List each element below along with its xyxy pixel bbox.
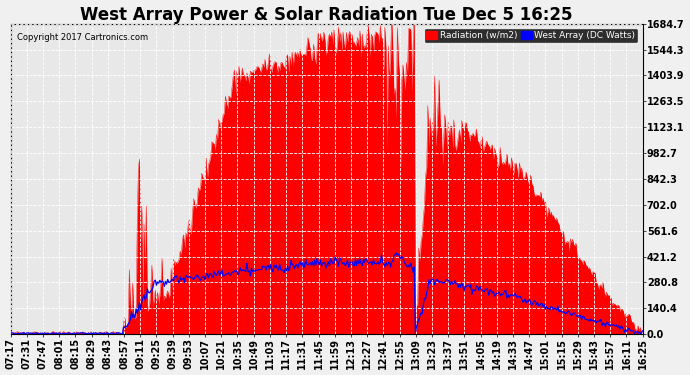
Legend: Radiation (w/m2), West Array (DC Watts): Radiation (w/m2), West Array (DC Watts): [424, 28, 638, 43]
Text: Copyright 2017 Cartronics.com: Copyright 2017 Cartronics.com: [17, 33, 148, 42]
Title: West Array Power & Solar Radiation Tue Dec 5 16:25: West Array Power & Solar Radiation Tue D…: [80, 6, 573, 24]
